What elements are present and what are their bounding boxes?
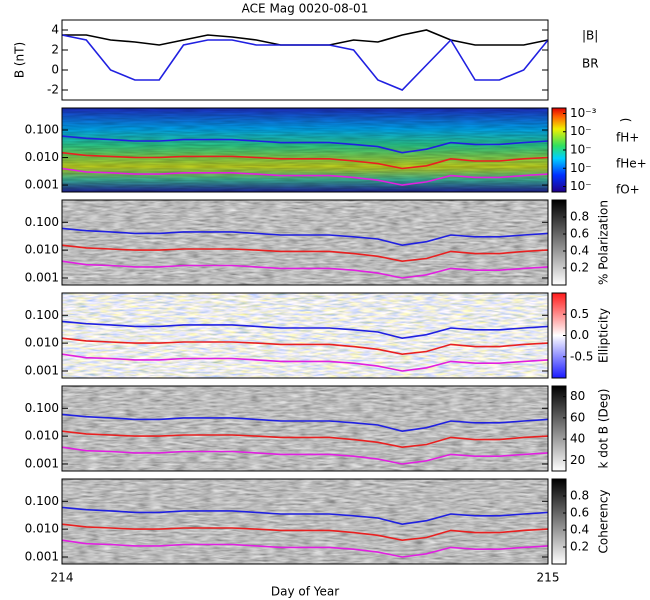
plot-frame bbox=[61, 385, 549, 472]
colorbar-label: k dot B (Deg) bbox=[597, 389, 611, 469]
y-tick-label: 0.100 bbox=[25, 494, 59, 508]
y-tick-label: 0.100 bbox=[25, 215, 59, 229]
colorbar bbox=[551, 385, 567, 472]
y-tick-label: 0.010 bbox=[25, 243, 59, 257]
y-tick-label: 0.100 bbox=[25, 308, 59, 322]
plot-frame bbox=[61, 199, 549, 286]
series-line bbox=[61, 413, 549, 433]
colorbar bbox=[551, 478, 567, 565]
spectrogram-texture bbox=[62, 293, 548, 378]
colorbar-tick-label: 0.6 bbox=[570, 227, 589, 241]
colorbar-label: % Polarization bbox=[597, 200, 611, 285]
spectrogram-texture bbox=[62, 200, 548, 285]
series-line bbox=[61, 167, 549, 186]
y-tick-label: 0.100 bbox=[25, 123, 59, 137]
series-line bbox=[61, 523, 549, 542]
y-tick-label: 0.001 bbox=[25, 270, 59, 284]
series-line bbox=[61, 446, 549, 465]
series-line bbox=[61, 244, 549, 263]
y-tick-label: 2 bbox=[51, 43, 59, 57]
colorbar-tick-label: 80 bbox=[570, 389, 585, 403]
y-tick-label: 0.001 bbox=[25, 363, 59, 377]
plot-frame bbox=[61, 478, 549, 565]
series-label: fH+ bbox=[616, 131, 639, 145]
y-tick-label: 0.010 bbox=[25, 522, 59, 536]
y-tick-label: 4 bbox=[51, 23, 59, 37]
y-tick-label: 0.001 bbox=[25, 456, 59, 470]
series-line bbox=[61, 353, 549, 372]
y-tick-label: 0.001 bbox=[25, 178, 59, 192]
series-label: fHe+ bbox=[616, 157, 647, 171]
x-tick-label: 215 bbox=[537, 571, 560, 585]
y-axis-label: B (nT) bbox=[13, 42, 27, 78]
colorbar-tick-label: 0.5 bbox=[570, 307, 589, 321]
legend-entry: BR bbox=[582, 57, 599, 71]
series-line bbox=[61, 539, 549, 558]
series-line bbox=[61, 227, 549, 247]
series-label: fO+ bbox=[616, 183, 640, 197]
series-line bbox=[61, 135, 549, 154]
spectrogram-texture bbox=[62, 386, 548, 471]
colorbar-label: ) bbox=[619, 118, 633, 123]
colorbar-tick-label: 10⁻ bbox=[570, 179, 592, 193]
series-line bbox=[61, 506, 549, 526]
series-line bbox=[61, 151, 549, 170]
plot-frame bbox=[61, 19, 549, 101]
y-tick-label: 0.010 bbox=[25, 150, 59, 164]
colorbar-tick-label: 0.6 bbox=[570, 506, 589, 520]
colorbar-tick-label: 60 bbox=[570, 410, 585, 424]
y-tick-label: 0.010 bbox=[25, 429, 59, 443]
colorbar-tick-label: 10⁻ bbox=[570, 124, 592, 138]
colorbar-tick-label: -0.5 bbox=[570, 349, 593, 363]
colorbar-tick-label: 10⁻ bbox=[570, 161, 592, 175]
series-line bbox=[62, 29, 549, 46]
y-tick-label: 0.001 bbox=[25, 549, 59, 563]
colorbar-label: Coherency bbox=[597, 489, 611, 553]
colorbar bbox=[551, 199, 567, 286]
y-tick-label: 0 bbox=[51, 63, 59, 77]
y-tick-label: 0.010 bbox=[25, 336, 59, 350]
colorbar-tick-label: 0.0 bbox=[570, 328, 589, 342]
plot-frame bbox=[61, 107, 549, 193]
y-tick-label: 0.100 bbox=[25, 401, 59, 415]
series-line bbox=[61, 34, 549, 91]
series-line bbox=[61, 430, 549, 449]
colorbar-tick-label: 10⁻ bbox=[570, 143, 592, 157]
plot-frame bbox=[61, 292, 549, 379]
spectrogram-texture bbox=[62, 108, 548, 192]
colorbar-tick-label: 0.4 bbox=[570, 244, 589, 258]
colorbar-tick-label: 0.8 bbox=[570, 210, 589, 224]
colorbar-tick-label: 20 bbox=[570, 453, 585, 467]
legend-entry: |B| bbox=[582, 29, 598, 43]
colorbar-tick-label: 0.8 bbox=[570, 489, 589, 503]
colorbar-tick-label: 0.4 bbox=[570, 523, 589, 537]
colorbar-tick-label: 0.2 bbox=[570, 261, 589, 275]
series-line bbox=[61, 337, 549, 356]
colorbar-tick-label: 40 bbox=[570, 432, 585, 446]
y-tick-label: -2 bbox=[47, 83, 59, 97]
colorbar-tick-label: 0.2 bbox=[570, 540, 589, 554]
series-line bbox=[61, 260, 549, 279]
x-tick-label: 214 bbox=[51, 571, 74, 585]
x-axis-label: Day of Year bbox=[271, 585, 339, 599]
colorbar-tick-label: 10⁻³ bbox=[570, 106, 597, 120]
colorbar-label: Ellipticity bbox=[597, 308, 611, 363]
series-line bbox=[61, 320, 549, 340]
spectrogram-texture bbox=[62, 479, 548, 564]
chart-title: ACE Mag 0020-08-01 bbox=[242, 2, 369, 16]
